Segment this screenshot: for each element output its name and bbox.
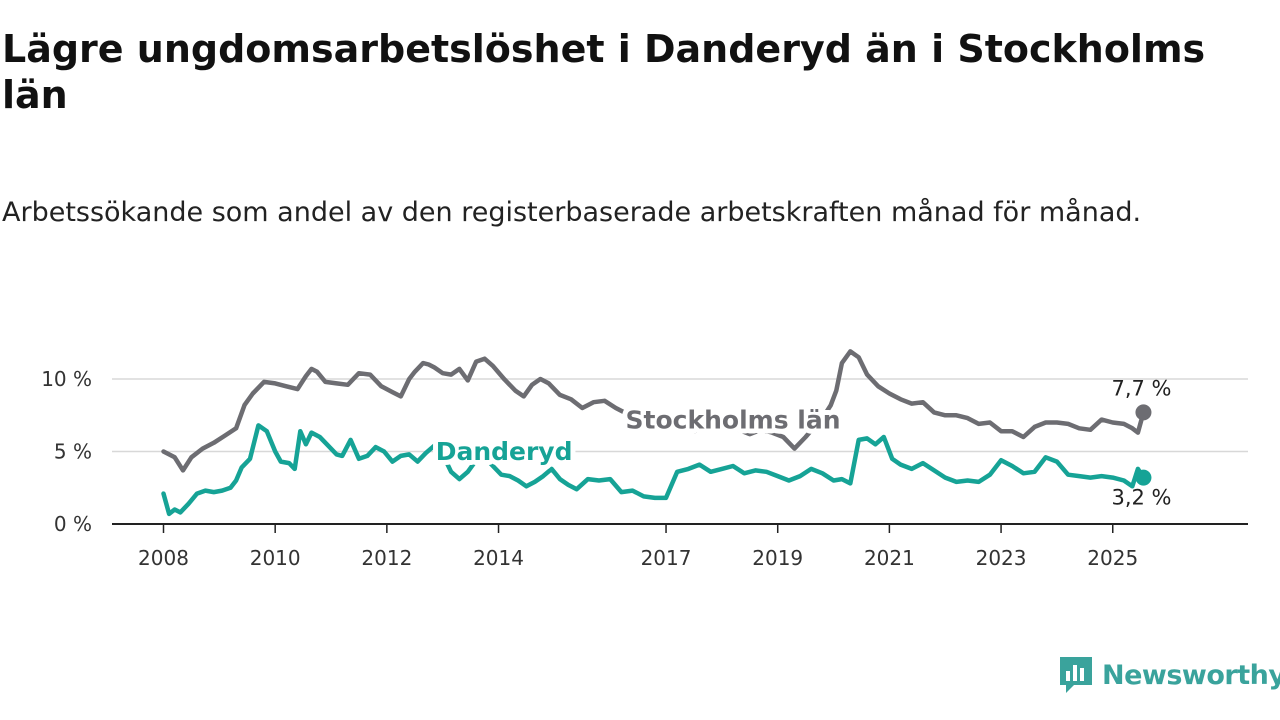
series-label-stockholms-lan: Stockholms län <box>626 405 841 434</box>
x-tick-label: 2008 <box>138 546 189 570</box>
x-tick-label: 2025 <box>1087 546 1138 570</box>
y-tick-label: 0 % <box>54 512 92 536</box>
end-label-danderyd: 3,2 % <box>1111 486 1171 510</box>
end-point-danderyd <box>1135 469 1152 486</box>
x-tick-label: 2017 <box>641 546 692 570</box>
end-point-stockholms-lan <box>1135 404 1152 421</box>
x-tick-label: 2014 <box>473 546 524 570</box>
end-label-stockholms-lan: 7,7 % <box>1111 376 1171 400</box>
brand-logo[interactable]: Newsworthy <box>1058 655 1280 695</box>
x-tick-label: 2023 <box>976 546 1027 570</box>
y-tick-label: 10 % <box>41 367 92 391</box>
series-label-danderyd: Danderyd <box>436 437 573 466</box>
x-tick-label: 2012 <box>361 546 412 570</box>
chart-title: Lägre ungdomsarbetslöshet i Danderyd än … <box>2 27 1206 117</box>
series-line-stockholms-lan <box>161 349 1146 473</box>
x-tick-label: 2019 <box>752 546 803 570</box>
brand-name: Newsworthy <box>1102 659 1280 691</box>
newsworthy-logo-icon <box>1060 657 1092 693</box>
x-tick-label: 2010 <box>250 546 301 570</box>
y-tick-label: 5 % <box>54 440 92 464</box>
series-line-danderyd <box>161 423 1146 517</box>
chart-subtitle: Arbetssökande som andel av den registerb… <box>2 197 1142 228</box>
x-tick-label: 2021 <box>864 546 915 570</box>
